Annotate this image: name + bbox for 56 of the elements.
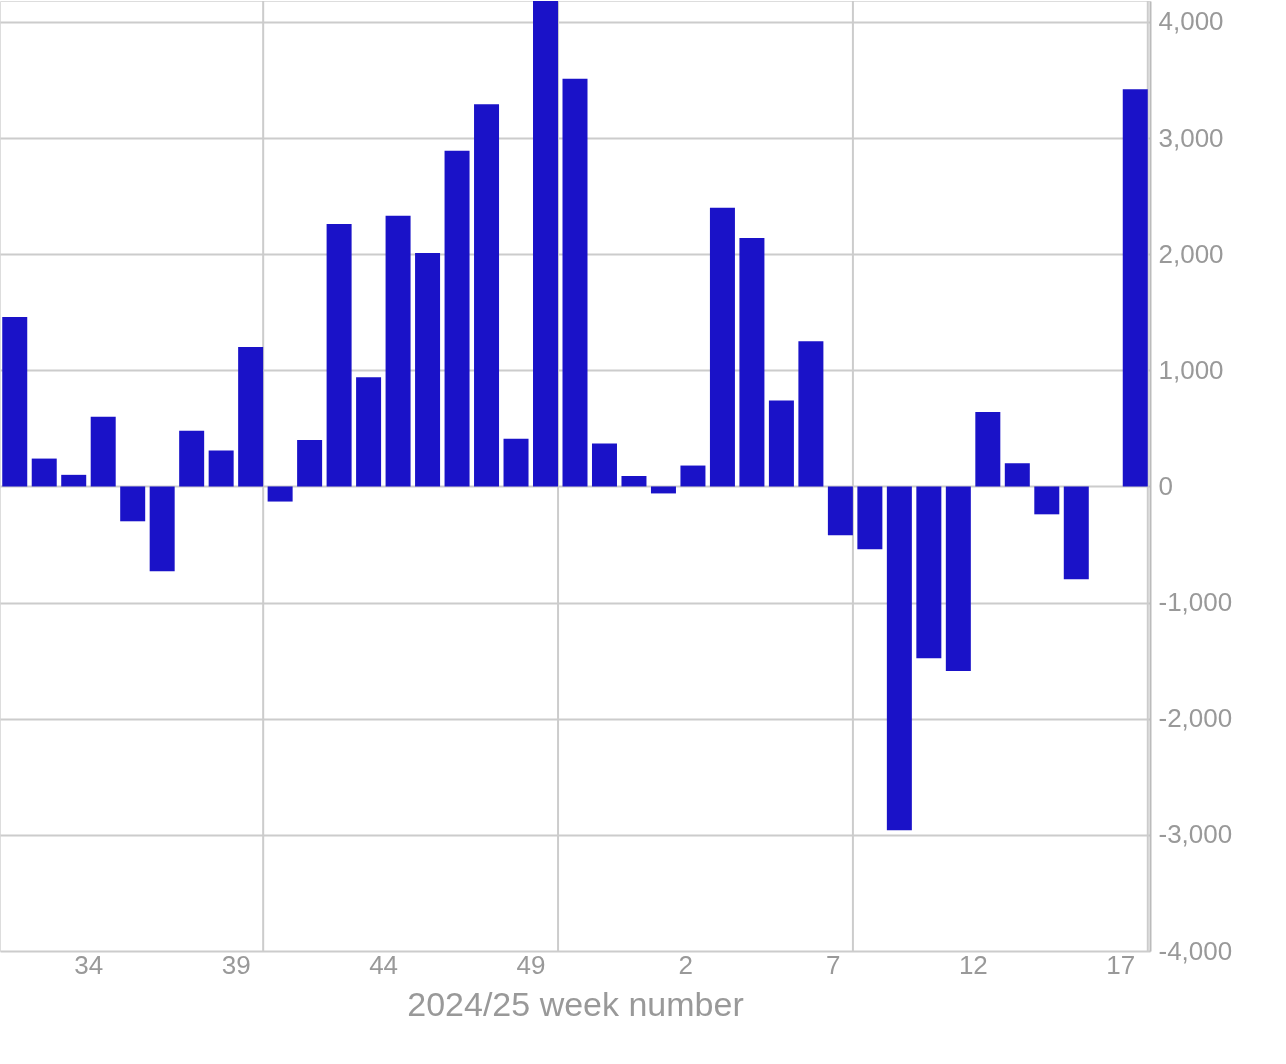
bar bbox=[533, 1, 559, 487]
y-tick-label: -3,000 bbox=[1158, 819, 1233, 850]
bar bbox=[680, 465, 706, 487]
x-tick-label: 49 bbox=[516, 949, 546, 980]
x-tick-label: 12 bbox=[958, 949, 988, 980]
y-tick-label: -4,000 bbox=[1158, 935, 1233, 966]
y-tick-label: 3,000 bbox=[1158, 122, 1224, 153]
y-tick-label: 1,000 bbox=[1158, 354, 1224, 385]
bar bbox=[385, 215, 411, 487]
bar bbox=[415, 253, 441, 487]
bar bbox=[827, 486, 853, 536]
bar bbox=[31, 458, 57, 487]
bar bbox=[739, 237, 765, 487]
bar bbox=[267, 486, 293, 502]
x-axis-title: 2024/25 week number bbox=[407, 984, 744, 1023]
x-tick-label: 44 bbox=[369, 949, 399, 980]
bar bbox=[208, 450, 234, 487]
bar bbox=[297, 440, 323, 487]
bar bbox=[1004, 463, 1030, 487]
bar bbox=[798, 341, 824, 487]
x-tick-label: 2 bbox=[678, 949, 693, 980]
y-tick-label: 4,000 bbox=[1158, 6, 1224, 37]
bar bbox=[916, 486, 942, 659]
x-tick-label: 17 bbox=[1106, 949, 1136, 980]
bar bbox=[1034, 486, 1060, 515]
bar bbox=[474, 104, 500, 487]
bar bbox=[1063, 486, 1089, 580]
bar bbox=[238, 347, 264, 487]
bar bbox=[356, 377, 382, 487]
bar bbox=[975, 412, 1001, 487]
bar bbox=[2, 316, 28, 487]
bar bbox=[591, 443, 617, 487]
x-tick-label: 7 bbox=[825, 949, 841, 980]
x-tick-label: 34 bbox=[74, 949, 104, 980]
bar bbox=[945, 486, 971, 672]
bar bbox=[1122, 89, 1148, 487]
bar bbox=[149, 486, 175, 572]
bar bbox=[326, 223, 352, 487]
bar bbox=[444, 150, 470, 487]
y-tick-label: 2,000 bbox=[1158, 238, 1224, 269]
y-tick-label: -1,000 bbox=[1158, 587, 1233, 618]
bar bbox=[857, 486, 883, 550]
bar bbox=[650, 486, 676, 494]
bar bbox=[120, 486, 146, 522]
bar bbox=[90, 416, 116, 487]
bar bbox=[768, 400, 794, 487]
y-tick-label: -2,000 bbox=[1158, 703, 1233, 734]
bar bbox=[61, 474, 87, 487]
x-tick-label: 39 bbox=[221, 949, 251, 980]
bar bbox=[503, 438, 529, 487]
y-tick-label: 0 bbox=[1158, 470, 1173, 501]
bar bbox=[709, 207, 735, 487]
bar bbox=[562, 78, 588, 487]
bar bbox=[179, 430, 205, 487]
bar bbox=[886, 486, 912, 831]
bar bbox=[621, 476, 647, 487]
